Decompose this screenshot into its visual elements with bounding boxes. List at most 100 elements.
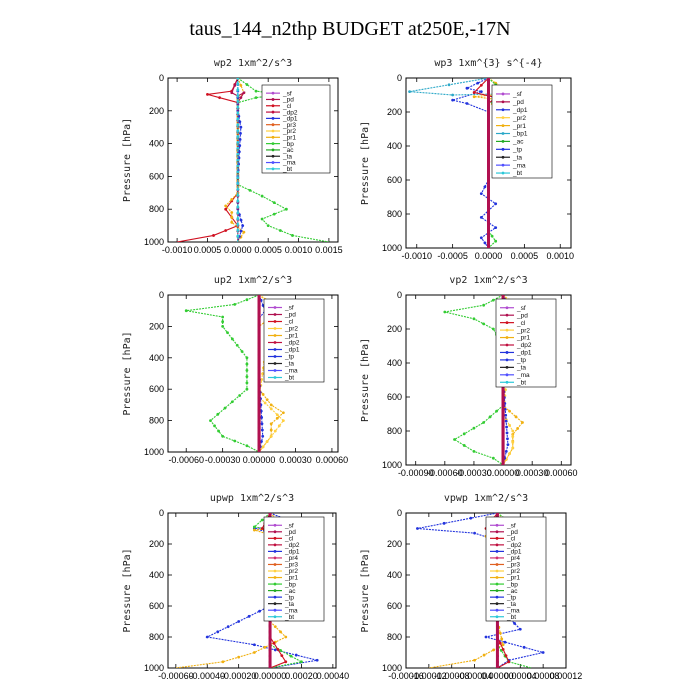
data-point (501, 295, 505, 297)
legend-marker (271, 123, 275, 127)
data-point (239, 125, 243, 129)
data-point (501, 408, 505, 412)
data-point (269, 428, 273, 432)
data-point (501, 390, 505, 394)
data-point (273, 625, 277, 629)
data-point (473, 658, 476, 662)
y-tick-label: 1000 (382, 460, 402, 470)
data-point (265, 440, 269, 443)
legend-marker (505, 306, 509, 310)
data-point (230, 197, 234, 201)
y-tick-label: 1000 (144, 663, 164, 673)
legend-marker (501, 100, 505, 104)
data-point (240, 350, 244, 353)
y-tick-label: 800 (149, 416, 164, 426)
y-tick-label: 400 (387, 570, 402, 580)
x-tick-label: 0.0000 (475, 251, 503, 261)
x-tick-label: 0.0005 (511, 251, 539, 261)
x-tick-label: 0.0010 (546, 251, 574, 261)
data-point (216, 412, 220, 416)
legend-marker (271, 154, 275, 158)
data-point (252, 643, 256, 647)
data-point (487, 125, 490, 128)
legend-label: _pd (512, 99, 524, 106)
y-tick-label: 0 (159, 73, 164, 83)
legend-marker (271, 110, 275, 114)
x-tick-label: 0.0015 (315, 245, 343, 255)
legend-marker (273, 523, 277, 527)
legend-marker (273, 595, 277, 599)
data-point (487, 131, 490, 135)
legend-label: _pr4 (506, 555, 520, 562)
y-tick-label: 600 (387, 601, 402, 611)
legend-label: _bt (284, 614, 294, 621)
data-point (504, 450, 508, 453)
legend-marker (273, 355, 277, 358)
y-tick-label: 0 (397, 508, 402, 518)
legend-label: _sf (506, 522, 516, 529)
data-point (506, 437, 509, 441)
legend-marker (273, 563, 277, 566)
data-point (257, 420, 261, 424)
data-point (252, 528, 256, 532)
x-tick-label: 0.0005 (254, 245, 282, 255)
legend-label: _pr3 (284, 562, 298, 569)
data-point (221, 315, 225, 319)
data-point (315, 658, 319, 662)
data-point (258, 609, 261, 613)
y-tick-label: 0 (159, 290, 164, 300)
legend-box (263, 298, 325, 383)
legend-marker (273, 334, 277, 337)
legend-marker (273, 536, 277, 540)
legend-marker (505, 328, 509, 332)
panel-title: up2 1xm^2/s^3 (214, 275, 292, 286)
legend-marker (271, 129, 275, 133)
data-point (472, 426, 476, 430)
data-point (522, 645, 526, 649)
data-point (487, 210, 490, 213)
series-line-pr1 (224, 78, 245, 242)
x-tick-label: 0.00040 (317, 671, 350, 681)
y-tick-label: 800 (387, 209, 402, 219)
legend-label: _tp (284, 594, 294, 601)
data-point (501, 643, 505, 647)
data-point (257, 378, 261, 381)
legend-label: _pd (282, 97, 294, 104)
legend-label: _tp (512, 147, 522, 154)
legend-label: _bt (512, 170, 522, 177)
y-tick-label: 600 (387, 392, 402, 402)
data-point (289, 654, 293, 658)
data-point (476, 81, 480, 85)
legend-label: _bp (506, 581, 518, 588)
data-point (504, 654, 508, 657)
y-tick-label: 600 (149, 601, 164, 611)
figure-title: taus_144_n2thp BUDGET at250E,-17N (189, 18, 511, 40)
x-tick-label: -0.0010 (162, 245, 193, 255)
legend-label: _pd (516, 312, 528, 319)
data-point (206, 93, 209, 96)
legend-marker (271, 148, 275, 152)
data-point (257, 426, 261, 430)
data-point (221, 434, 225, 438)
legend-marker (505, 321, 509, 325)
data-point (238, 120, 242, 124)
data-point (487, 198, 490, 201)
legend-marker (495, 608, 499, 612)
data-point (233, 439, 237, 443)
legend-label: _pd (284, 529, 296, 536)
data-point (487, 234, 490, 238)
data-point (487, 82, 490, 86)
data-point (252, 651, 256, 654)
data-point (284, 207, 288, 211)
x-tick-label: 0.00000 (487, 468, 520, 478)
legend-label: _pr3 (506, 562, 520, 569)
legend-marker (273, 306, 277, 309)
data-point (501, 648, 505, 651)
plot-frame (167, 512, 337, 669)
data-point (230, 220, 234, 224)
plot-frame (405, 512, 567, 669)
legend-marker (273, 569, 277, 573)
legend-marker (273, 369, 277, 372)
x-tick-label: -0.00008 (434, 671, 470, 681)
data-point (514, 415, 518, 419)
